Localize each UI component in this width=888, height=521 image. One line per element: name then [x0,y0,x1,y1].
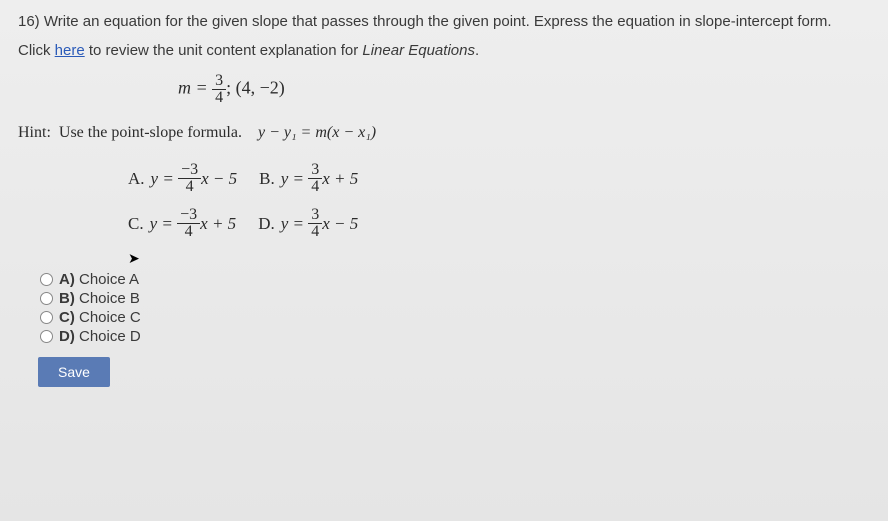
choice-d-label: D. [258,214,275,234]
choice-b-num: 3 [308,162,322,179]
radio-c-text: Choice C [75,309,141,326]
given-values: m = 3 4 ; (4, −2) [178,73,870,106]
choice-row-1: A. y = −3 4 x − 5 B. y = 3 4 x + 5 [128,162,870,195]
choice-b-label: B. [259,169,275,189]
radio-group: A) Choice A B) Choice B C) Choice C D) C… [40,271,870,345]
m-fraction: 3 4 [212,73,226,106]
radio-icon [40,292,53,305]
radio-d-letter: D) [59,328,75,345]
radio-choice-d[interactable]: D) Choice D [40,328,870,345]
choice-d-lhs: y = [281,214,304,234]
m-numerator: 3 [212,73,226,90]
choice-d-frac: 3 4 [308,207,322,240]
choice-c-lhs: y = [150,214,173,234]
choice-c-tail: x + 5 [200,214,236,234]
choice-a-lhs: y = [151,169,174,189]
choice-d-den: 4 [308,224,322,240]
radio-choice-c[interactable]: C) Choice C [40,309,870,326]
cursor-icon: ➤ [128,250,870,267]
radio-c-letter: C) [59,309,75,326]
radio-c-label: C) Choice C [59,309,141,326]
choice-b: B. y = 3 4 x + 5 [259,162,358,195]
radio-d-label: D) Choice D [59,328,141,345]
instruction-topic: Linear Equations [362,42,475,59]
m-equals: m = [178,78,208,98]
choice-d: D. y = 3 4 x − 5 [258,207,358,240]
hint-formula: y − y₁ = m(x − x₁) [258,124,376,141]
radio-d-text: Choice D [75,328,141,345]
radio-icon [40,330,53,343]
choice-c-den: 4 [177,224,200,240]
radio-a-label: A) Choice A [59,271,139,288]
radio-icon [40,311,53,324]
hint-text: Use the point-slope formula. [59,124,242,141]
radio-b-text: Choice B [75,290,140,307]
choice-row-2: C. y = −3 4 x + 5 D. y = 3 4 x − 5 [128,207,870,240]
hint-line: Hint: Use the point-slope formula. y − y… [18,124,870,142]
choice-a-label: A. [128,169,145,189]
radio-b-label: B) Choice B [59,290,140,307]
radio-icon [40,273,53,286]
choice-d-tail: x − 5 [322,214,358,234]
question-number: 16) [18,13,40,30]
question-page: 16) Write an equation for the given slop… [0,0,888,521]
choice-b-lhs: y = [281,169,304,189]
choice-a-num: −3 [178,162,201,179]
choice-a: A. y = −3 4 x − 5 [128,162,237,195]
choice-c-num: −3 [177,207,200,224]
question-text: 16) Write an equation for the given slop… [18,12,870,32]
radio-choice-a[interactable]: A) Choice A [40,271,870,288]
choice-a-tail: x − 5 [201,169,237,189]
radio-a-text: Choice A [75,271,139,288]
radio-b-letter: B) [59,290,75,307]
review-link[interactable]: here [55,42,85,59]
radio-a-letter: A) [59,271,75,288]
answer-choices-math: A. y = −3 4 x − 5 B. y = 3 4 x + 5 C. y … [128,162,870,240]
choice-c: C. y = −3 4 x + 5 [128,207,236,240]
question-body: Write an equation for the given slope th… [44,13,832,30]
radio-choice-b[interactable]: B) Choice B [40,290,870,307]
choice-a-den: 4 [178,179,201,195]
save-button[interactable]: Save [38,357,110,387]
choice-a-frac: −3 4 [178,162,201,195]
choice-d-num: 3 [308,207,322,224]
instruction-prefix: Click [18,42,55,59]
choice-c-frac: −3 4 [177,207,200,240]
choice-b-tail: x + 5 [322,169,358,189]
choice-b-den: 4 [308,179,322,195]
instruction-line: Click here to review the unit content ex… [18,42,870,59]
instruction-mid: to review the unit content explanation f… [85,42,363,59]
choice-b-frac: 3 4 [308,162,322,195]
given-point: ; (4, −2) [226,78,285,98]
hint-label: Hint: [18,124,51,141]
choice-c-label: C. [128,214,144,234]
m-denominator: 4 [212,90,226,106]
instruction-suffix: . [475,42,479,59]
